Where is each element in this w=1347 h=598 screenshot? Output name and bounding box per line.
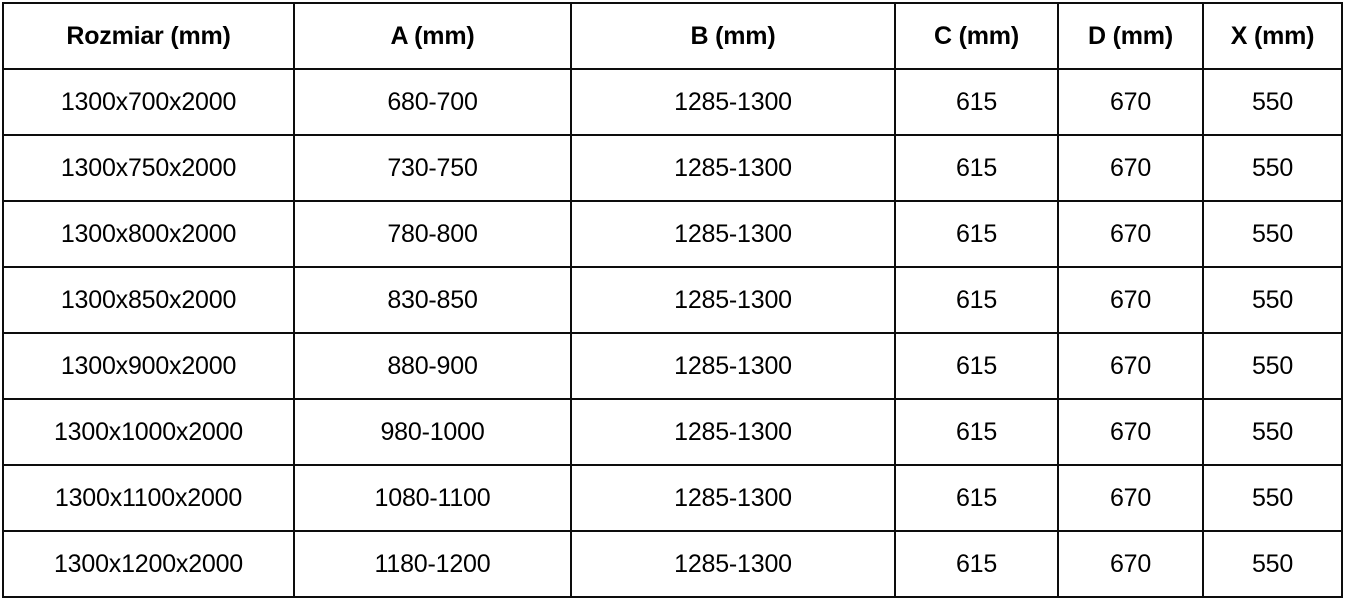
cell-b: 1285-1300 bbox=[570, 464, 896, 532]
cell-a: 680-700 bbox=[293, 68, 572, 136]
cell-b: 1285-1300 bbox=[570, 332, 896, 400]
cell-c: 615 bbox=[894, 398, 1059, 466]
table-body: 1300x700x2000 680-700 1285-1300 615 670 … bbox=[2, 68, 1343, 598]
cell-a: 730-750 bbox=[293, 134, 572, 202]
cell-d: 670 bbox=[1057, 200, 1204, 268]
table-row: 1300x750x2000 730-750 1285-1300 615 670 … bbox=[2, 134, 1343, 202]
cell-b: 1285-1300 bbox=[570, 398, 896, 466]
cell-size: 1300x750x2000 bbox=[2, 134, 295, 202]
cell-b: 1285-1300 bbox=[570, 200, 896, 268]
cell-x: 550 bbox=[1202, 398, 1343, 466]
cell-size: 1300x900x2000 bbox=[2, 332, 295, 400]
cell-d: 670 bbox=[1057, 398, 1204, 466]
cell-x: 550 bbox=[1202, 266, 1343, 334]
cell-c: 615 bbox=[894, 134, 1059, 202]
cell-c: 615 bbox=[894, 530, 1059, 598]
table-row: 1300x900x2000 880-900 1285-1300 615 670 … bbox=[2, 332, 1343, 400]
cell-a: 980-1000 bbox=[293, 398, 572, 466]
cell-d: 670 bbox=[1057, 530, 1204, 598]
column-header-x: X (mm) bbox=[1202, 2, 1343, 70]
cell-a: 880-900 bbox=[293, 332, 572, 400]
cell-x: 550 bbox=[1202, 530, 1343, 598]
column-header-a: A (mm) bbox=[293, 2, 572, 70]
cell-b: 1285-1300 bbox=[570, 530, 896, 598]
cell-a: 780-800 bbox=[293, 200, 572, 268]
cell-d: 670 bbox=[1057, 134, 1204, 202]
table-row: 1300x1100x2000 1080-1100 1285-1300 615 6… bbox=[2, 464, 1343, 532]
table-header: Rozmiar (mm) A (mm) B (mm) C (mm) D (mm)… bbox=[2, 2, 1343, 70]
cell-size: 1300x800x2000 bbox=[2, 200, 295, 268]
table-header-row: Rozmiar (mm) A (mm) B (mm) C (mm) D (mm)… bbox=[2, 2, 1343, 70]
cell-c: 615 bbox=[894, 68, 1059, 136]
cell-x: 550 bbox=[1202, 134, 1343, 202]
cell-size: 1300x850x2000 bbox=[2, 266, 295, 334]
cell-d: 670 bbox=[1057, 332, 1204, 400]
cell-a: 830-850 bbox=[293, 266, 572, 334]
cell-size: 1300x1200x2000 bbox=[2, 530, 295, 598]
table-row: 1300x700x2000 680-700 1285-1300 615 670 … bbox=[2, 68, 1343, 136]
table-row: 1300x800x2000 780-800 1285-1300 615 670 … bbox=[2, 200, 1343, 268]
cell-b: 1285-1300 bbox=[570, 68, 896, 136]
cell-c: 615 bbox=[894, 332, 1059, 400]
cell-x: 550 bbox=[1202, 332, 1343, 400]
cell-c: 615 bbox=[894, 200, 1059, 268]
table-row: 1300x850x2000 830-850 1285-1300 615 670 … bbox=[2, 266, 1343, 334]
cell-size: 1300x700x2000 bbox=[2, 68, 295, 136]
cell-c: 615 bbox=[894, 266, 1059, 334]
cell-b: 1285-1300 bbox=[570, 266, 896, 334]
cell-size: 1300x1000x2000 bbox=[2, 398, 295, 466]
cell-x: 550 bbox=[1202, 464, 1343, 532]
cell-size: 1300x1100x2000 bbox=[2, 464, 295, 532]
cell-x: 550 bbox=[1202, 68, 1343, 136]
cell-d: 670 bbox=[1057, 68, 1204, 136]
cell-a: 1180-1200 bbox=[293, 530, 572, 598]
table-row: 1300x1200x2000 1180-1200 1285-1300 615 6… bbox=[2, 530, 1343, 598]
column-header-d: D (mm) bbox=[1057, 2, 1204, 70]
cell-d: 670 bbox=[1057, 464, 1204, 532]
table-row: 1300x1000x2000 980-1000 1285-1300 615 67… bbox=[2, 398, 1343, 466]
cell-d: 670 bbox=[1057, 266, 1204, 334]
column-header-size: Rozmiar (mm) bbox=[2, 2, 295, 70]
column-header-c: C (mm) bbox=[894, 2, 1059, 70]
cell-b: 1285-1300 bbox=[570, 134, 896, 202]
column-header-b: B (mm) bbox=[570, 2, 896, 70]
cell-a: 1080-1100 bbox=[293, 464, 572, 532]
cell-x: 550 bbox=[1202, 200, 1343, 268]
cell-c: 615 bbox=[894, 464, 1059, 532]
